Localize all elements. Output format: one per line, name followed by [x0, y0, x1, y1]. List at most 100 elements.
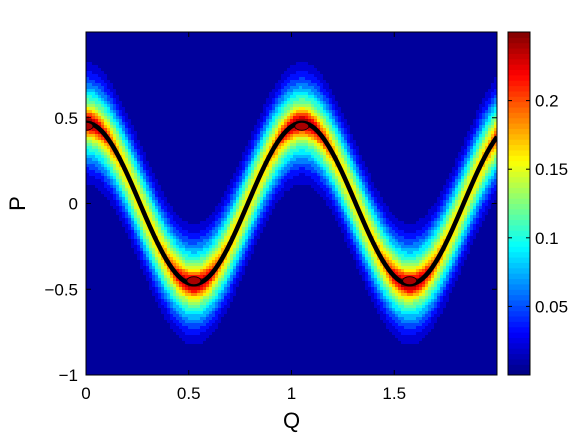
contour-cell — [485, 56, 489, 60]
contour-cell — [95, 131, 99, 135]
contour-cell — [458, 83, 462, 87]
contour-cell — [149, 128, 153, 132]
contour-cell — [455, 122, 459, 126]
contour-cell — [155, 131, 159, 135]
contour-cell — [119, 98, 123, 102]
contour-cell — [377, 35, 381, 39]
contour-cell — [278, 80, 282, 84]
contour-cell — [449, 125, 453, 129]
contour-cell — [107, 101, 111, 105]
contour-cell — [236, 134, 240, 138]
contour-cell — [335, 41, 339, 45]
contour-cell — [428, 68, 432, 72]
contour-cell — [152, 56, 156, 60]
contour-cell — [89, 119, 93, 123]
contour-cell — [89, 134, 93, 138]
contour-cell — [170, 113, 174, 117]
contour-cell — [113, 110, 117, 114]
contour-cell — [317, 41, 321, 45]
contour-cell — [347, 44, 351, 48]
contour-cell — [326, 38, 330, 42]
contour-cell — [167, 92, 171, 96]
contour-cell — [437, 47, 441, 51]
contour-cell — [245, 95, 249, 99]
contour-cell — [206, 131, 210, 135]
contour-cell — [461, 107, 465, 111]
contour-cell — [158, 122, 162, 126]
contour-cell — [464, 95, 468, 99]
contour-cell — [152, 47, 156, 51]
contour-cell — [308, 107, 312, 111]
contour-cell — [494, 92, 497, 96]
contour-cell — [122, 32, 126, 36]
contour-cell — [461, 92, 465, 96]
contour-cell — [206, 77, 210, 81]
contour-cell — [305, 44, 309, 48]
contour-cell — [287, 56, 291, 60]
contour-cell — [488, 104, 492, 108]
contour-cell — [248, 95, 252, 99]
contour-cell — [311, 116, 315, 120]
contour-cell — [422, 50, 426, 54]
contour-cell — [104, 98, 108, 102]
contour-cell — [167, 113, 171, 117]
contour-cell — [419, 86, 423, 90]
contour-cell — [353, 77, 357, 81]
contour-cell — [365, 44, 369, 48]
contour-cell — [233, 68, 237, 72]
contour-cell — [185, 89, 189, 93]
contour-cell — [383, 125, 387, 129]
contour-cell — [350, 107, 354, 111]
contour-cell — [344, 122, 348, 126]
contour-cell — [245, 119, 249, 123]
contour-cell — [86, 38, 90, 42]
contour-cell — [410, 80, 414, 84]
contour-cell — [425, 131, 429, 135]
contour-cell — [485, 41, 489, 45]
contour-cell — [266, 86, 270, 90]
contour-cell — [299, 71, 303, 75]
contour-cell — [131, 32, 135, 36]
contour-cell — [149, 101, 153, 105]
contour-cell — [350, 77, 354, 81]
contour-cell — [101, 101, 105, 105]
contour-cell — [197, 44, 201, 48]
contour-cell — [461, 80, 465, 84]
contour-cell — [305, 98, 309, 102]
contour-cell — [407, 77, 411, 81]
contour-cell — [248, 41, 252, 45]
contour-cell — [449, 41, 453, 45]
contour-cell — [203, 65, 207, 69]
contour-cell — [269, 125, 273, 129]
contour-cell — [473, 131, 477, 135]
contour-cell — [473, 53, 477, 57]
contour-cell — [119, 122, 123, 126]
contour-cell — [431, 56, 435, 60]
contour-cell — [95, 107, 99, 111]
contour-cell — [239, 44, 243, 48]
contour-cell — [404, 38, 408, 42]
contour-cell — [317, 101, 321, 105]
contour-cell — [320, 38, 324, 42]
contour-cell — [236, 113, 240, 117]
contour-cell — [149, 107, 153, 111]
contour-cell — [341, 50, 345, 54]
contour-cell — [92, 35, 96, 39]
contour-cell — [362, 59, 366, 63]
contour-cell — [257, 38, 261, 42]
contour-cell — [452, 137, 456, 141]
contour-cell — [392, 89, 396, 93]
contour-cell — [386, 38, 390, 42]
contour-cell — [479, 101, 483, 105]
contour-cell — [155, 137, 159, 141]
contour-cell — [329, 116, 333, 120]
contour-cell — [482, 80, 486, 84]
contour-cell — [263, 80, 267, 84]
contour-cell — [242, 134, 246, 138]
contour-cell — [395, 83, 399, 87]
contour-cell — [488, 86, 492, 90]
contour-cell — [296, 68, 300, 72]
contour-cell — [362, 110, 366, 114]
contour-cell — [467, 35, 471, 39]
contour-cell — [422, 125, 426, 129]
